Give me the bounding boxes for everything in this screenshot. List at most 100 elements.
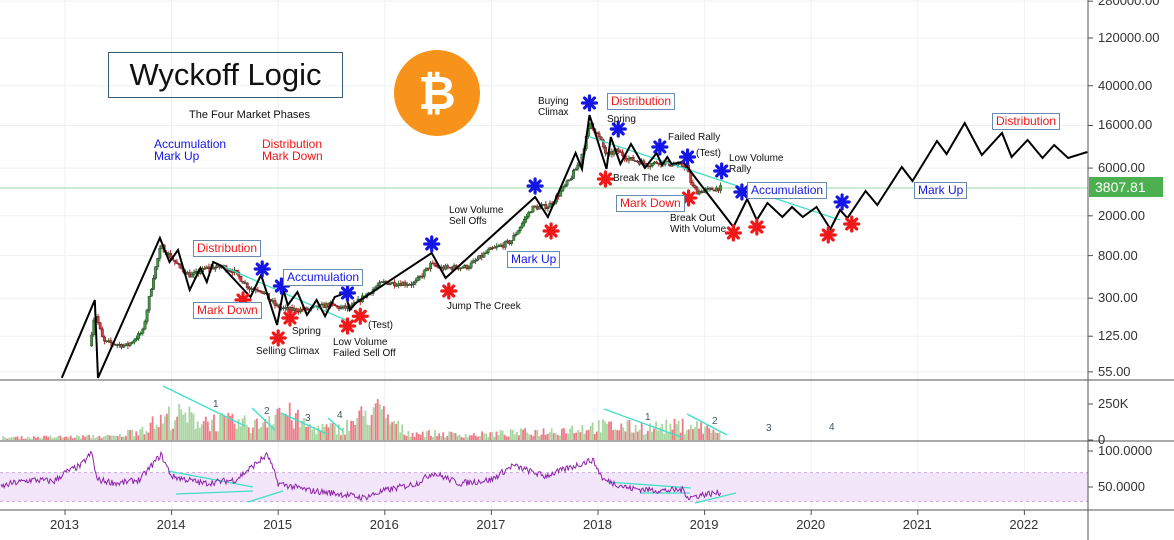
- volume-bar: [235, 428, 238, 440]
- volume-bar: [215, 431, 217, 440]
- candle: [299, 308, 302, 313]
- volume-bar: [427, 430, 430, 440]
- volume-bar: [536, 429, 539, 440]
- candle: [710, 187, 714, 191]
- volume-bar: [444, 437, 447, 440]
- candle: [548, 202, 552, 208]
- marker-arm: [653, 140, 667, 154]
- volume-count: 2: [712, 416, 718, 427]
- volume-bar: [174, 420, 176, 440]
- volume-bar: [470, 435, 473, 440]
- volume-bar: [301, 420, 303, 440]
- volume-bar: [657, 430, 660, 440]
- blue-marker: [678, 148, 697, 166]
- volume-bar: [118, 433, 121, 440]
- volume-bar: [593, 434, 596, 440]
- marker-arm: [682, 191, 696, 205]
- volume-bar: [30, 438, 33, 440]
- volume-bar: [450, 431, 453, 440]
- candle: [597, 133, 601, 138]
- indicator-tick-label: 100.0000: [1098, 443, 1153, 458]
- candle: [518, 226, 522, 232]
- volume-bar: [2, 436, 5, 440]
- volume-bar: [53, 437, 56, 440]
- volume-bar: [503, 434, 506, 440]
- marker-arm: [544, 224, 558, 238]
- volume-bar: [419, 434, 422, 440]
- volume-bar: [98, 435, 101, 440]
- volume-bar: [172, 428, 174, 440]
- candle: [546, 207, 550, 210]
- volume-bar: [108, 435, 111, 440]
- volume-bar: [178, 403, 181, 440]
- volume-bar: [200, 424, 203, 440]
- volume-bar: [612, 430, 614, 440]
- volume-bar: [491, 431, 494, 440]
- volume-bar: [462, 437, 465, 440]
- candle: [476, 258, 479, 261]
- volume-bar: [651, 431, 653, 440]
- volume-bar: [14, 436, 17, 440]
- blue-marker: [833, 193, 851, 211]
- volume-bar: [366, 424, 369, 440]
- volume-bar: [542, 428, 545, 440]
- volume-bar: [550, 428, 553, 440]
- label-test: (Test): [696, 148, 721, 159]
- volume-bar: [608, 421, 610, 440]
- volume-bar: [710, 432, 713, 440]
- volume-bar: [389, 424, 391, 440]
- candle: [444, 265, 447, 270]
- candle: [147, 295, 151, 311]
- rsi-trendline: [175, 490, 254, 495]
- volume-bar: [526, 432, 529, 440]
- candle: [627, 158, 631, 161]
- red-marker: [748, 218, 766, 236]
- rsi-line: [0, 450, 722, 501]
- candle: [565, 180, 569, 186]
- volume-bar: [675, 424, 678, 440]
- blue-marker: [423, 235, 441, 253]
- volume-bar: [382, 405, 385, 440]
- volume-bar: [671, 429, 674, 440]
- marker-arm: [442, 284, 456, 298]
- volume-bar: [497, 434, 500, 440]
- year-tick-label: 2014: [156, 517, 186, 532]
- marker-arm: [735, 185, 749, 199]
- volume-bar: [213, 414, 215, 440]
- volume-bar: [558, 435, 561, 440]
- volume-bar: [155, 424, 158, 440]
- candle: [149, 289, 153, 297]
- candle: [567, 179, 571, 182]
- candle: [636, 160, 639, 163]
- volume-bar: [141, 426, 144, 440]
- candle: [525, 216, 528, 220]
- volume-bar: [495, 431, 498, 440]
- volume-bar: [223, 415, 226, 440]
- volume-bar: [401, 424, 404, 440]
- volume-bar: [180, 409, 183, 440]
- volume-bar: [540, 434, 543, 440]
- volume-bar: [524, 428, 526, 440]
- volume-bar: [364, 410, 367, 440]
- volume-bar: [135, 431, 138, 440]
- volume-bar: [153, 428, 156, 440]
- volume-count: 4: [337, 410, 343, 421]
- volume-bar: [346, 419, 348, 440]
- volume-bar: [397, 420, 400, 440]
- volume-bar: [489, 432, 492, 440]
- volume-bar: [634, 425, 637, 440]
- candle: [414, 280, 418, 283]
- volume-bar: [282, 414, 285, 440]
- volume-bar: [385, 418, 387, 440]
- candle: [572, 170, 575, 179]
- volume-bar: [294, 413, 297, 440]
- candle: [693, 185, 697, 188]
- volume-bar: [131, 429, 134, 440]
- candle: [128, 342, 132, 346]
- volume-bar: [493, 436, 496, 440]
- volume-bar: [556, 434, 559, 440]
- volume-bar: [166, 413, 168, 440]
- candle: [631, 156, 635, 161]
- volume-bar: [37, 436, 39, 440]
